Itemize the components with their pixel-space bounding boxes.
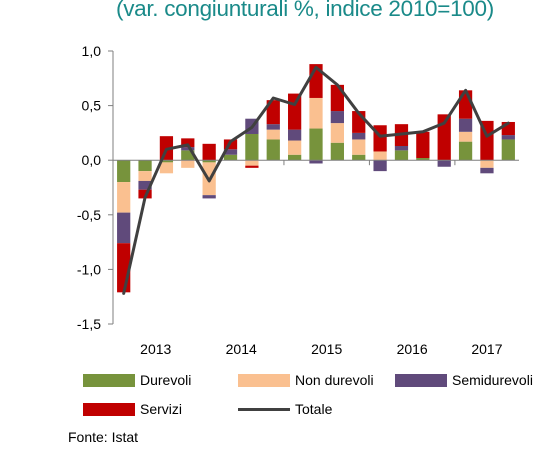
legend-label-totale: Totale: [295, 401, 333, 417]
x-tick-label: 2014: [226, 341, 257, 357]
bar-durevoli: [458, 141, 473, 161]
legend-item-non-durevoli: Non durevoli: [238, 372, 374, 388]
chart-subtitle: (var. congiunturali %, indice 2010=100): [116, 0, 494, 21]
bar-semidurevoli: [437, 160, 451, 167]
legend-swatch-totale: [238, 407, 290, 411]
y-tick-label: 0,0: [82, 152, 102, 168]
bar-durevoli: [223, 154, 238, 161]
bar-semidurevoli: [501, 135, 515, 140]
bar-semidurevoli: [373, 160, 387, 172]
bar-non-durevoli: [138, 171, 152, 181]
bar-durevoli: [159, 160, 174, 163]
bar-semidurevoli: [138, 180, 152, 190]
bar-servizi: [458, 90, 473, 119]
bar-semidurevoli: [202, 195, 216, 199]
chart-canvas: 1,0 0,5 0,0 -0,5 -1,0 -1,5 2013 2014 2015 2016 201…: [77, 43, 519, 357]
bar-non-durevoli: [181, 160, 195, 168]
bar-semidurevoli: [480, 167, 494, 174]
legend-item-totale: Totale: [238, 401, 332, 417]
bar-semidurevoli: [330, 111, 344, 124]
bar-non-durevoli: [330, 123, 344, 143]
series-line-totale: [122, 65, 510, 295]
bar-durevoli: [266, 139, 280, 161]
bar-semidurevoli: [117, 212, 131, 244]
bar-durevoli: [352, 154, 366, 161]
source-note: Fonte: Istat: [68, 429, 139, 445]
bar-non-durevoli: [266, 129, 280, 140]
legend-item-servizi: Servizi: [83, 401, 182, 417]
bar-semidurevoli: [458, 118, 473, 132]
bar-durevoli: [394, 150, 409, 161]
y-tick-label: 1,0: [82, 43, 102, 59]
legend-label-non-durevoli: Non durevoli: [295, 372, 374, 388]
bar-non-durevoli: [245, 160, 259, 166]
bar-semidurevoli: [394, 146, 409, 151]
bar-durevoli: [309, 128, 323, 161]
bar-servizi: [202, 143, 216, 161]
bar-servizi: [266, 100, 280, 125]
bar-durevoli: [202, 160, 216, 163]
bar-non-durevoli: [117, 182, 131, 213]
y-tick-label: -1,5: [77, 316, 101, 332]
bar-semidurevoli: [352, 132, 366, 140]
bar-non-durevoli: [288, 140, 302, 155]
y-tick-label: -1,0: [77, 261, 101, 277]
bar-semidurevoli: [181, 147, 195, 151]
legend-label-durevoli: Durevoli: [140, 372, 192, 388]
legend-item-semidurevoli: Semidurevoli: [395, 372, 533, 388]
bar-servizi: [416, 131, 430, 159]
x-tick-label: 2017: [471, 341, 502, 357]
y-tick-label: 0,5: [82, 98, 102, 114]
bar-non-durevoli: [159, 162, 174, 174]
legend-swatch-semidurevoli: [395, 373, 447, 387]
legend-swatch-servizi: [83, 402, 135, 416]
bar-durevoli: [288, 154, 302, 161]
legend-item-durevoli: Durevoli: [83, 372, 191, 388]
bar-non-durevoli: [458, 131, 473, 142]
bar-non-durevoli: [480, 160, 494, 168]
bar-durevoli: [330, 142, 344, 161]
bar-semidurevoli: [223, 149, 238, 155]
bar-semidurevoli: [288, 129, 302, 141]
legend-label-servizi: Servizi: [140, 401, 183, 417]
bar-durevoli: [416, 158, 430, 161]
legend-label-semidurevoli: Semidurevoli: [452, 372, 533, 388]
bar-durevoli: [245, 133, 259, 161]
bar-non-durevoli: [373, 151, 387, 161]
y-tick-label: -0,5: [77, 207, 101, 223]
bar-durevoli: [181, 150, 195, 161]
bar-non-durevoli: [352, 139, 366, 155]
legend-swatch-durevoli: [83, 373, 135, 387]
x-tick-label: 2016: [397, 341, 428, 357]
bar-semidurevoli: [266, 124, 280, 130]
legend-swatch-non-durevoli: [238, 373, 290, 387]
bar-durevoli: [501, 139, 515, 161]
x-tick-label: 2015: [311, 341, 342, 357]
bar-servizi: [245, 165, 259, 168]
bar-durevoli: [138, 160, 152, 172]
bar-non-durevoli: [309, 97, 323, 129]
bar-durevoli: [117, 160, 131, 183]
bar-semidurevoli: [309, 160, 323, 164]
x-tick-label: 2013: [140, 341, 171, 357]
bar-servizi: [181, 138, 195, 148]
